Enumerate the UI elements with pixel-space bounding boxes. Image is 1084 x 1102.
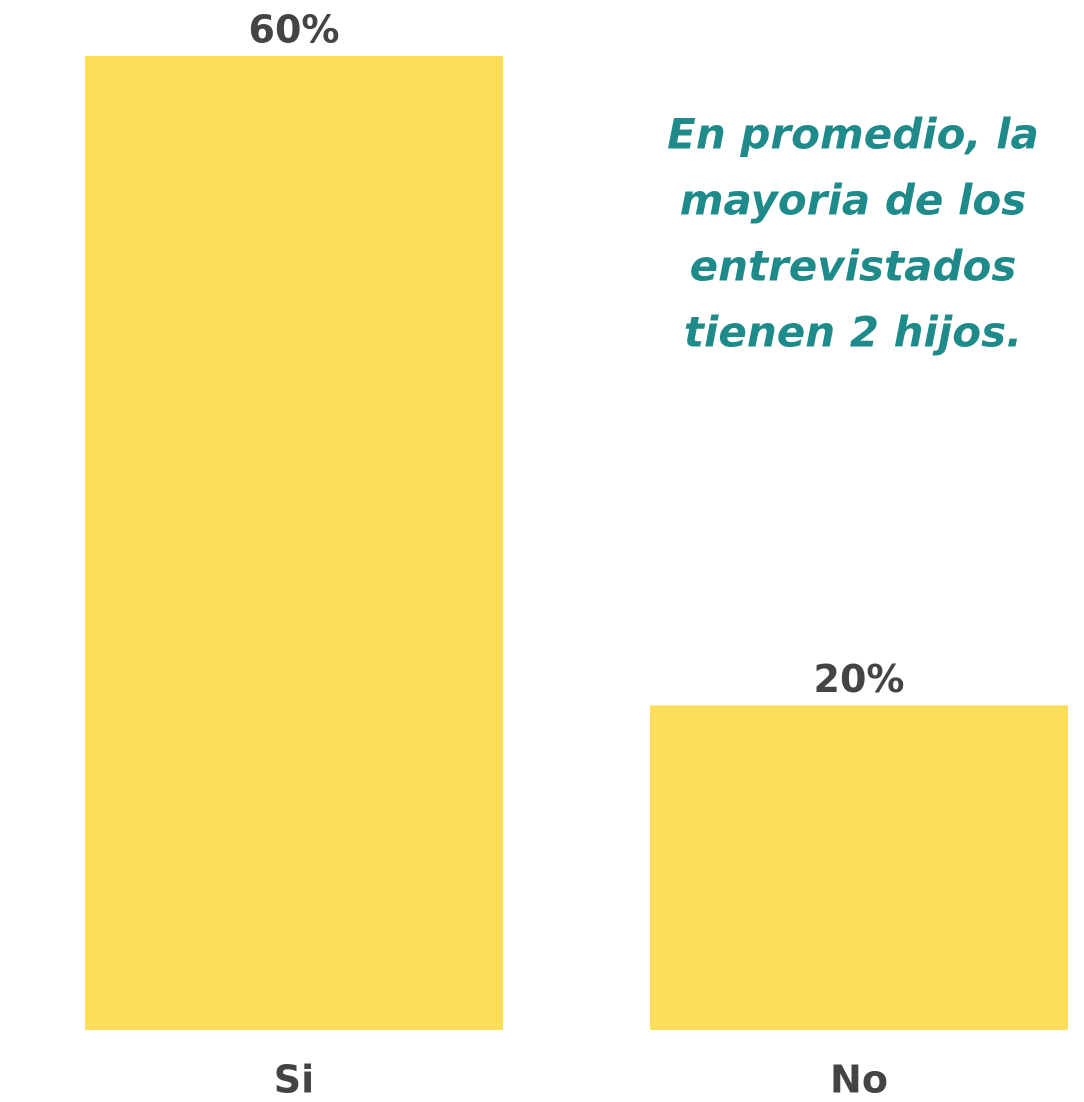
bar: [650, 705, 1068, 1030]
annotation: tienen 2 hijos.: [684, 308, 1022, 357]
annotation: mayoria de los: [680, 176, 1027, 225]
value-label: 60%: [249, 8, 340, 52]
annotation: entrevistados: [690, 242, 1017, 291]
x-tick-label: Si: [274, 1058, 314, 1102]
bar: [85, 56, 503, 1030]
value-label: 20%: [814, 657, 905, 701]
annotation: En promedio, la: [667, 110, 1039, 159]
x-tick-label: No: [830, 1058, 888, 1102]
